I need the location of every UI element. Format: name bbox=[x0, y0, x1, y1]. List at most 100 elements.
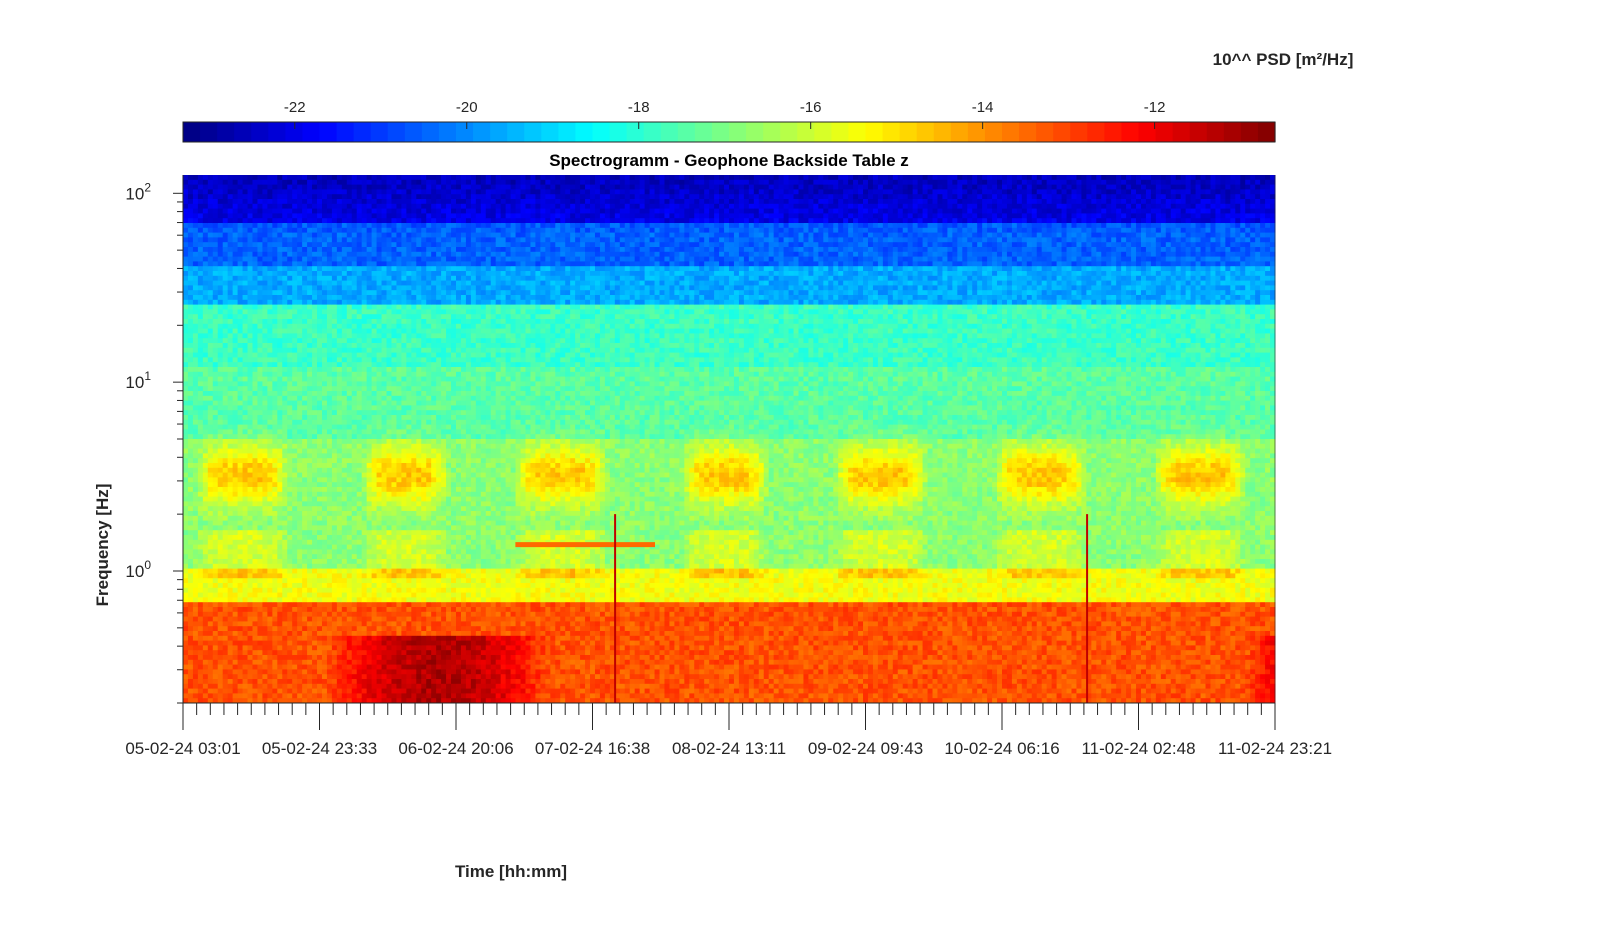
heatmap-cell bbox=[347, 401, 352, 406]
heatmap-cell bbox=[213, 439, 218, 444]
heatmap-cell bbox=[312, 583, 317, 588]
heatmap-cell bbox=[267, 506, 272, 511]
heatmap-cell bbox=[252, 348, 257, 353]
heatmap-cell bbox=[243, 261, 248, 266]
heatmap-cell bbox=[367, 415, 372, 420]
heatmap-cell bbox=[297, 554, 302, 559]
heatmap-cell bbox=[292, 319, 297, 324]
heatmap-cell bbox=[342, 641, 347, 646]
heatmap-cell bbox=[352, 405, 357, 410]
heatmap-cell bbox=[332, 641, 337, 646]
heatmap-cell bbox=[218, 213, 223, 218]
heatmap-cell bbox=[362, 463, 367, 468]
heatmap-cell bbox=[362, 612, 367, 617]
heatmap-cell bbox=[282, 233, 287, 238]
heatmap-cell bbox=[367, 381, 372, 386]
heatmap-cell bbox=[377, 367, 382, 372]
heatmap-cell bbox=[292, 516, 297, 521]
heatmap-cell bbox=[322, 228, 327, 233]
heatmap-cell bbox=[396, 194, 401, 199]
heatmap-cell bbox=[391, 612, 396, 617]
heatmap-cell bbox=[347, 463, 352, 468]
heatmap-cell bbox=[377, 641, 382, 646]
heatmap-cell bbox=[183, 645, 188, 650]
heatmap-cell bbox=[292, 233, 297, 238]
heatmap-cell bbox=[391, 372, 396, 377]
heatmap-cell bbox=[223, 377, 228, 382]
heatmap-cell bbox=[233, 329, 238, 334]
heatmap-cell bbox=[302, 535, 307, 540]
heatmap-cell bbox=[302, 357, 307, 362]
heatmap-cell bbox=[317, 357, 322, 362]
heatmap-cell bbox=[282, 185, 287, 190]
heatmap-cell bbox=[287, 655, 292, 660]
heatmap-cell bbox=[327, 285, 332, 290]
heatmap-cell bbox=[342, 453, 347, 458]
heatmap-cell bbox=[332, 444, 337, 449]
heatmap-cell bbox=[183, 415, 188, 420]
heatmap-cell bbox=[208, 377, 213, 382]
heatmap-cell bbox=[228, 338, 233, 343]
heatmap-cell bbox=[188, 516, 193, 521]
heatmap-cell bbox=[382, 194, 387, 199]
heatmap-cell bbox=[327, 453, 332, 458]
heatmap-cell bbox=[223, 621, 228, 626]
heatmap-cell bbox=[297, 564, 302, 569]
heatmap-cell bbox=[377, 617, 382, 622]
heatmap-cell bbox=[396, 516, 401, 521]
heatmap-cell bbox=[302, 525, 307, 530]
heatmap-cell bbox=[387, 348, 392, 353]
heatmap-cell bbox=[282, 324, 287, 329]
heatmap-cell bbox=[208, 444, 213, 449]
heatmap-cell bbox=[188, 252, 193, 257]
heatmap-cell bbox=[282, 271, 287, 276]
heatmap-cell bbox=[382, 621, 387, 626]
heatmap-cell bbox=[223, 439, 228, 444]
heatmap-cell bbox=[233, 549, 238, 554]
heatmap-cell bbox=[213, 626, 218, 631]
heatmap-cell bbox=[396, 569, 401, 574]
heatmap-cell bbox=[262, 218, 267, 223]
heatmap-cell bbox=[243, 521, 248, 526]
heatmap-cell bbox=[213, 285, 218, 290]
heatmap-cell bbox=[352, 314, 357, 319]
heatmap-cell bbox=[332, 329, 337, 334]
heatmap-cell bbox=[198, 185, 203, 190]
heatmap-cell bbox=[213, 247, 218, 252]
heatmap-cell bbox=[248, 545, 253, 550]
heatmap-cell bbox=[337, 257, 342, 262]
heatmap-cell bbox=[257, 593, 262, 598]
heatmap-cell bbox=[238, 367, 243, 372]
heatmap-cell bbox=[238, 463, 243, 468]
heatmap-cell bbox=[188, 429, 193, 434]
heatmap-cell bbox=[277, 597, 282, 602]
heatmap-cell bbox=[342, 626, 347, 631]
heatmap-cell bbox=[357, 564, 362, 569]
heatmap-cell bbox=[302, 305, 307, 310]
heatmap-cell bbox=[297, 506, 302, 511]
heatmap-cell bbox=[223, 319, 228, 324]
heatmap-cell bbox=[377, 429, 382, 434]
heatmap-cell bbox=[387, 285, 392, 290]
heatmap-cell bbox=[312, 660, 317, 665]
heatmap-cell bbox=[252, 386, 257, 391]
heatmap-cell bbox=[198, 521, 203, 526]
heatmap-cell bbox=[223, 506, 228, 511]
heatmap-cell bbox=[252, 468, 257, 473]
heatmap-cell bbox=[342, 247, 347, 252]
heatmap-cell bbox=[307, 607, 312, 612]
heatmap-cell bbox=[272, 492, 277, 497]
heatmap-cell bbox=[188, 271, 193, 276]
heatmap-cell bbox=[198, 569, 203, 574]
heatmap-cell bbox=[292, 477, 297, 482]
heatmap-cell bbox=[302, 434, 307, 439]
heatmap-cell bbox=[213, 578, 218, 583]
heatmap-cell bbox=[228, 377, 233, 382]
heatmap-cell bbox=[367, 645, 372, 650]
heatmap-cell bbox=[287, 621, 292, 626]
heatmap-cell bbox=[302, 636, 307, 641]
heatmap-cell bbox=[213, 271, 218, 276]
heatmap-cell bbox=[352, 665, 357, 670]
heatmap-cell bbox=[262, 242, 267, 247]
heatmap-cell bbox=[322, 444, 327, 449]
